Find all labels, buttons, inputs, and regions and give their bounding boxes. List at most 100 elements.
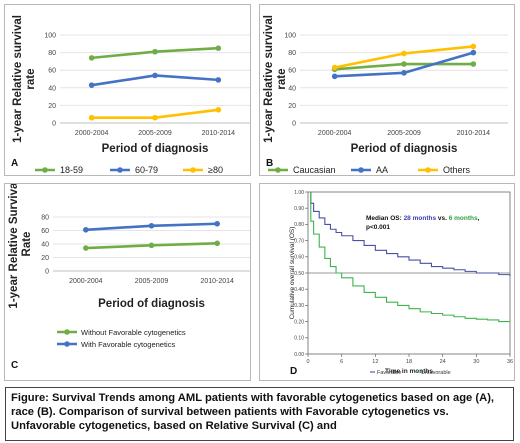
data-point: [470, 61, 477, 67]
x-tick-label: 2010-2014: [202, 130, 236, 137]
y-tick-label: 1.00: [294, 190, 304, 196]
y-tick-label: 40: [48, 85, 56, 92]
survival-curve: [308, 191, 510, 323]
x-tick-label: 2005-2009: [135, 278, 169, 285]
data-point: [470, 43, 477, 50]
y-tick-label: 80: [288, 50, 296, 57]
y-tick-label: 0.10: [294, 336, 304, 342]
data-point: [88, 55, 95, 61]
y-axis-label: 1-year Relative Survival: [8, 184, 20, 309]
y-tick-label: 40: [41, 242, 49, 249]
y-axis-label: rate: [276, 68, 288, 89]
y-tick-label: 80: [48, 50, 56, 57]
chart-a: 0 20 40 60 80 100 2000-2004 2005-2009 2010-2014 1…: [11, 15, 250, 175]
chart-d: 0.00 0.10 0.20 0.30 0.40 0.50 0.60 0.70 0.80 0.90…: [289, 190, 513, 377]
y-tick-label: 0: [52, 121, 56, 128]
y-tick-label: 0.80: [294, 222, 304, 228]
legend-marker: [117, 167, 123, 173]
chart-b: 0 20 40 60 80 100 2000-2004 2005-2009 2010-2014 1…: [263, 15, 508, 175]
y-axis-label: 1-year Relative survival: [263, 15, 275, 143]
y-tick-label: 40: [288, 85, 296, 92]
x-tick-label: 2005-2009: [387, 130, 421, 137]
data-point: [152, 48, 158, 55]
y-tick-label: 20: [288, 103, 296, 110]
panel-label: D: [290, 366, 297, 377]
legend-marker: [42, 167, 48, 173]
annotation-part: ,: [478, 215, 480, 222]
panel-label: C: [11, 360, 18, 371]
legend-label: Unfavorable: [421, 370, 451, 376]
x-tick-label: 2000-2004: [69, 278, 103, 285]
annotation-part: 28 months: [404, 215, 437, 222]
data-point: [331, 73, 338, 80]
legend-label: AA: [376, 165, 388, 175]
legend-marker: [275, 167, 281, 173]
data-point: [215, 77, 222, 83]
panel-label: B: [266, 158, 273, 169]
p-value-annotation: p<0.001: [366, 224, 390, 231]
y-tick-label: 0.20: [294, 319, 304, 325]
panel-label: A: [11, 158, 18, 169]
x-tick-label: 12: [372, 359, 378, 365]
x-tick-label: 18: [406, 359, 412, 365]
data-point: [401, 50, 407, 57]
annotation-part: Median OS:: [366, 215, 404, 222]
x-tick-label: 2005-2009: [138, 130, 172, 137]
x-tick-label: 0: [306, 359, 309, 365]
data-point: [88, 114, 95, 121]
median-os-annotation: Median OS: 28 months vs. 6 months,: [366, 215, 480, 222]
y-tick-label: 0.40: [294, 287, 304, 293]
data-point: [214, 240, 220, 247]
survival-curve: [308, 191, 511, 277]
y-tick-label: 60: [41, 228, 49, 235]
y-tick-label: 0.60: [294, 255, 304, 261]
x-tick-label: 2010-2014: [200, 278, 234, 285]
x-tick-label: 2000-2004: [318, 130, 352, 137]
x-tick-label: 6: [340, 359, 343, 365]
data-point: [331, 64, 338, 71]
data-point: [401, 70, 407, 76]
legend-marker: [64, 329, 70, 335]
x-tick-label: 2000-2004: [75, 130, 109, 137]
x-tick-label: 2010-2014: [457, 130, 491, 137]
panel-a: 0 20 40 60 80 100 2000-2004 2005-2009 2010-2014 1…: [4, 4, 251, 176]
x-axis-label: Period of diagnosis: [98, 298, 205, 310]
legend-label: Without Favorable cytogenetics: [81, 328, 186, 337]
data-point: [88, 82, 95, 88]
y-tick-label: 20: [48, 103, 56, 110]
x-axis-label: Time in months: [385, 368, 433, 375]
x-axis-label: Period of diagnosis: [351, 143, 458, 155]
y-axis-label: 1-year Relative survival: [12, 15, 24, 143]
data-point: [214, 220, 220, 227]
legend-marker: [64, 341, 70, 347]
y-tick-label: 60: [48, 68, 56, 75]
x-axis-label: Period of diagnosis: [102, 143, 209, 155]
y-tick-label: 100: [284, 33, 296, 40]
legend-label: 18-59: [60, 165, 83, 175]
panel-d: 0.00 0.10 0.20 0.30 0.40 0.50 0.60 0.70 0.80 0.90…: [259, 183, 515, 381]
y-tick-label: 0.30: [294, 303, 304, 309]
chart-c: 0 20 40 60 80 2000-2004 2005-2009 2010-2014 1-ye…: [8, 184, 250, 371]
y-tick-label: 80: [41, 215, 49, 222]
y-tick-label: 60: [288, 68, 296, 75]
y-axis-label: Cumulative overall survival (OS): [289, 227, 296, 320]
y-axis-label: Rate: [21, 232, 33, 257]
legend-marker: [358, 167, 364, 173]
legend-marker: [425, 167, 431, 173]
y-tick-label: 0.00: [294, 352, 304, 358]
figure-caption: Figure: Survival Trends among AML patien…: [5, 387, 514, 441]
panel-b: 0 20 40 60 80 100 2000-2004 2005-2009 2010-2014 1…: [259, 4, 515, 176]
y-tick-label: 0: [292, 121, 296, 128]
data-point: [152, 114, 158, 121]
legend-label: Favorable: [377, 370, 401, 376]
legend-label: With Favorable cytogenetics: [81, 340, 175, 349]
data-point: [148, 222, 155, 229]
y-tick-label: 0: [45, 269, 49, 276]
legend-label: Others: [443, 165, 471, 175]
annotation-part: vs.: [436, 215, 449, 222]
annotation-part: 6 months: [449, 215, 478, 222]
legend-label: Caucasian: [293, 165, 336, 175]
y-tick-label: 0.50: [294, 271, 304, 277]
data-point: [83, 245, 89, 251]
data-point: [470, 49, 477, 56]
